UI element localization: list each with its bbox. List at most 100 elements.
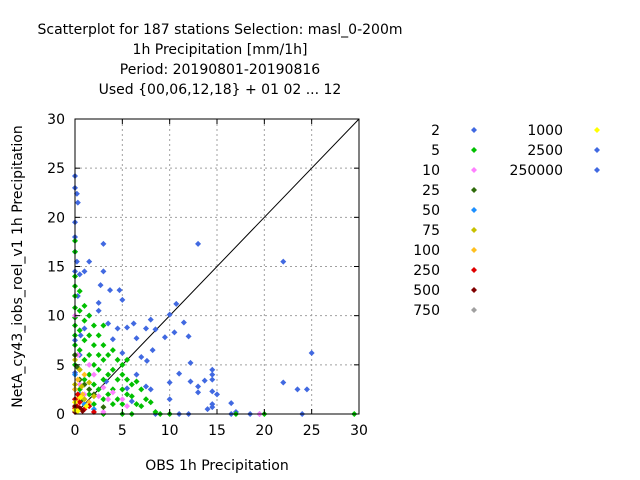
data-point — [109, 401, 116, 408]
data-point — [100, 376, 107, 383]
data-point — [209, 366, 216, 373]
data-point — [76, 307, 83, 314]
data-point — [303, 386, 310, 393]
data-point — [185, 333, 192, 340]
data-point — [100, 396, 107, 403]
data-point — [109, 389, 116, 396]
y-tick-label: 20 — [47, 210, 65, 226]
data-point — [114, 325, 121, 332]
data-point — [77, 394, 84, 401]
data-point — [114, 356, 121, 363]
data-point — [209, 404, 216, 411]
data-point — [119, 361, 126, 368]
data-point — [86, 399, 93, 406]
data-point — [95, 352, 102, 358]
title-line-2: 1h Precipitation [mm/1h] — [132, 42, 308, 58]
data-point — [83, 403, 90, 410]
data-point — [124, 376, 131, 383]
x-tick-label: 30 — [350, 423, 368, 439]
data-point — [77, 332, 84, 339]
data-point — [76, 366, 83, 373]
legend-label: 75 — [422, 223, 440, 239]
data-point — [124, 403, 131, 410]
data-point — [280, 379, 287, 386]
data-point — [95, 386, 102, 393]
data-points — [72, 173, 358, 417]
data-point — [280, 258, 287, 265]
data-point — [133, 335, 140, 342]
data-point — [124, 324, 131, 331]
data-point — [81, 325, 88, 332]
data-point — [209, 376, 216, 383]
data-point — [78, 383, 85, 390]
data-point — [187, 378, 194, 385]
data-point — [90, 393, 97, 400]
data-point — [187, 359, 194, 366]
data-point — [176, 370, 183, 377]
x-tick-label: 5 — [118, 423, 127, 439]
data-point — [161, 334, 168, 341]
data-point — [74, 376, 81, 383]
legend-label: 5 — [431, 143, 440, 159]
data-point — [180, 319, 187, 326]
data-point — [79, 408, 86, 415]
data-point — [109, 366, 116, 373]
legend-marker — [471, 187, 477, 193]
x-tick-label: 0 — [71, 423, 80, 439]
data-point — [81, 302, 88, 309]
data-point — [100, 268, 107, 275]
legend-label: 25 — [422, 183, 440, 199]
data-point — [86, 371, 93, 378]
y-tick-label: 5 — [56, 358, 65, 374]
x-axis-label: OBS 1h Precipitation — [145, 458, 288, 474]
data-point — [138, 403, 145, 410]
legend-label: 50 — [422, 203, 440, 219]
data-point — [100, 384, 107, 391]
data-point — [105, 320, 112, 327]
data-point — [86, 386, 93, 393]
data-point — [119, 296, 126, 303]
data-point — [100, 404, 107, 411]
x-tick-label: 25 — [303, 423, 321, 439]
data-point — [133, 378, 140, 385]
data-point — [209, 371, 216, 378]
data-point — [124, 385, 131, 392]
data-point — [76, 288, 83, 295]
data-point — [166, 379, 173, 386]
data-point — [95, 307, 102, 314]
title-line-4: Used {00,06,12,18} + 01 02 ... 12 — [98, 82, 342, 98]
data-point — [171, 329, 178, 336]
data-point — [105, 371, 112, 378]
data-point — [81, 317, 88, 324]
data-point — [149, 347, 156, 354]
data-point — [195, 240, 202, 247]
data-point — [147, 316, 154, 323]
axis-ticks: 0 5 10 15 20 25 30 0 5 10 15 20 25 30 — [47, 112, 368, 439]
legend-marker — [471, 167, 477, 173]
data-point — [97, 282, 104, 289]
data-point — [100, 322, 107, 329]
data-point — [81, 268, 88, 275]
data-point — [90, 361, 97, 368]
data-point — [128, 393, 135, 400]
data-point — [90, 381, 97, 388]
data-point — [74, 199, 81, 206]
legend-marker — [471, 267, 477, 273]
data-point — [143, 325, 149, 332]
y-tick-label: 15 — [47, 260, 65, 276]
data-point — [152, 326, 159, 333]
y-tick-label: 25 — [47, 161, 65, 177]
data-point — [143, 357, 150, 364]
data-point — [76, 327, 83, 334]
y-tick-label: 10 — [47, 309, 65, 325]
data-point — [105, 391, 112, 398]
data-point — [81, 376, 88, 383]
data-point — [100, 356, 107, 363]
legend-marker — [471, 207, 477, 213]
data-point — [100, 342, 107, 349]
legend-label: 500 — [413, 283, 440, 299]
data-point — [119, 350, 126, 357]
data-point — [128, 381, 135, 388]
data-point — [166, 396, 173, 403]
data-point — [128, 398, 135, 405]
